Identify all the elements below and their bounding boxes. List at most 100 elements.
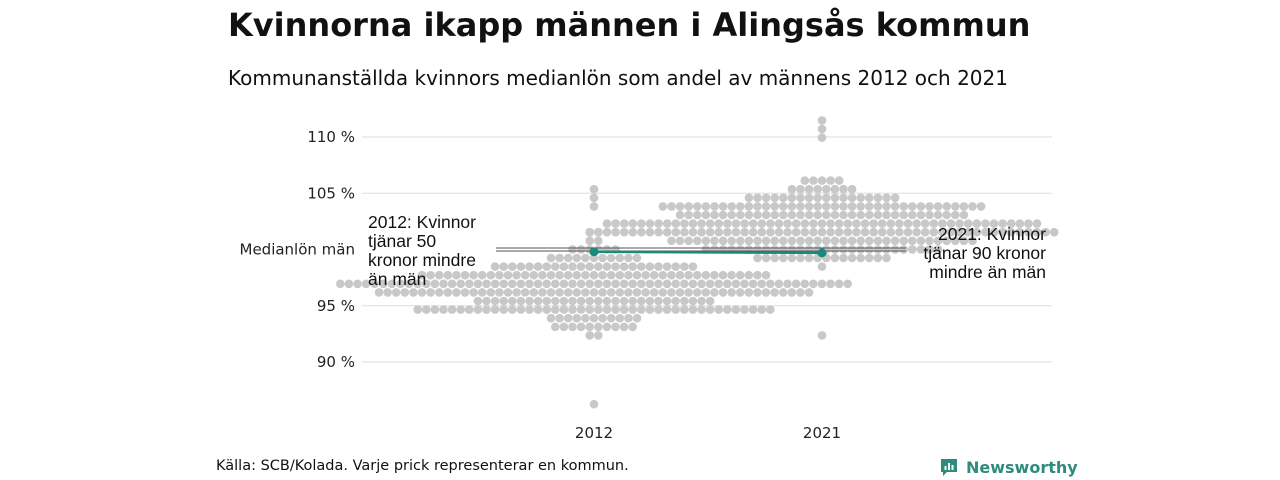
- data-point: [624, 270, 633, 280]
- data-point: [641, 288, 650, 297]
- data-point: [822, 193, 831, 203]
- data-point: [959, 236, 969, 246]
- data-point: [490, 279, 500, 289]
- data-point: [938, 219, 947, 228]
- data-point: [619, 279, 629, 289]
- data-point: [916, 236, 926, 246]
- data-point: [787, 253, 797, 263]
- data-point: [873, 210, 883, 220]
- data-point: [873, 236, 883, 246]
- data-point: [490, 296, 500, 306]
- data-point: [877, 227, 887, 237]
- data-point: [585, 322, 594, 332]
- data-point: [525, 305, 534, 314]
- data-point: [452, 270, 461, 280]
- data-point: [628, 262, 637, 271]
- annotation-line: mindre än män: [929, 262, 1046, 282]
- data-point: [723, 227, 732, 237]
- data-point: [895, 227, 904, 237]
- data-point: [602, 322, 612, 332]
- data-point: [744, 236, 754, 246]
- brand-logo[interactable]: Newsworthy: [938, 456, 1078, 478]
- data-point: [757, 219, 767, 228]
- data-point: [830, 184, 840, 194]
- data-point: [697, 227, 706, 237]
- data-point: [430, 305, 440, 314]
- data-point: [735, 288, 745, 297]
- data-point: [645, 262, 655, 271]
- data-point: [839, 202, 848, 211]
- data-point: [714, 305, 723, 314]
- data-point: [701, 270, 711, 280]
- data-point: [847, 202, 857, 211]
- data-point: [946, 219, 956, 228]
- data-point: [761, 210, 771, 220]
- data-point: [929, 227, 939, 237]
- data-point: [529, 270, 539, 280]
- data-point: [718, 288, 728, 297]
- data-point: [942, 202, 951, 211]
- data-point: [753, 210, 762, 220]
- data-point: [705, 296, 715, 306]
- data-point: [572, 253, 582, 263]
- data-point: [882, 193, 891, 203]
- data-point: [594, 262, 603, 271]
- data-point: [434, 270, 444, 280]
- data-point: [503, 288, 513, 297]
- data-point: [465, 305, 474, 314]
- data-point: [890, 236, 900, 246]
- data-point: [443, 288, 453, 297]
- data-point: [912, 227, 921, 237]
- data-point: [925, 202, 934, 211]
- data-point: [568, 305, 577, 314]
- data-point: [568, 322, 577, 332]
- data-point: [723, 279, 732, 289]
- data-point: [589, 288, 599, 297]
- data-point: [710, 210, 719, 220]
- data-point: [718, 202, 728, 211]
- data-point: [873, 253, 883, 263]
- data-point: [809, 176, 818, 185]
- data-point: [817, 133, 827, 142]
- data-point: [938, 227, 947, 237]
- data-point: [731, 305, 741, 314]
- data-point: [542, 279, 551, 289]
- data-point: [619, 322, 629, 332]
- data-point: [787, 288, 797, 297]
- data-point: [439, 279, 448, 289]
- data-point: [856, 236, 865, 246]
- data-point: [1041, 227, 1050, 237]
- data-point: [822, 236, 831, 246]
- data-point: [882, 253, 891, 263]
- data-point: [753, 270, 762, 280]
- data-point: [546, 253, 556, 263]
- data-point: [701, 210, 711, 220]
- y-tick-label: 90 %: [317, 353, 355, 371]
- data-point: [671, 262, 680, 271]
- data-point: [942, 236, 951, 246]
- annotation-line: 2012: Kvinnor: [368, 212, 476, 232]
- data-point: [774, 227, 784, 237]
- data-point: [654, 262, 663, 271]
- data-point: [865, 245, 874, 254]
- data-point: [598, 288, 607, 297]
- data-point: [589, 399, 599, 409]
- data-point: [585, 279, 594, 289]
- data-point: [830, 210, 840, 220]
- data-point: [490, 305, 500, 314]
- data-point: [611, 322, 620, 332]
- data-point: [447, 279, 457, 289]
- data-point: [770, 288, 779, 297]
- data-point: [645, 305, 655, 314]
- data-point: [649, 288, 659, 297]
- data-point: [594, 227, 603, 237]
- data-point: [551, 322, 560, 332]
- data-point: [946, 227, 956, 237]
- data-point: [585, 331, 594, 340]
- data-point: [391, 288, 401, 297]
- data-point: [671, 227, 681, 237]
- data-point: [757, 279, 766, 289]
- data-point: [890, 202, 900, 211]
- data-points: [336, 116, 1059, 409]
